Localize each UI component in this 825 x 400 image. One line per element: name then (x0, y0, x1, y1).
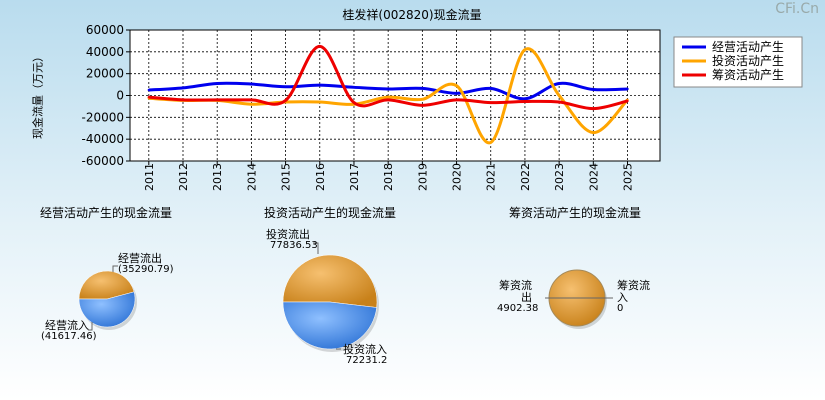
series-1-point (421, 98, 424, 101)
series-0-point (250, 82, 253, 86)
y-tick-label: -40000 (81, 132, 124, 146)
y-axis-label: 现金流量（万元） (31, 51, 45, 139)
x-tick-label: 2022 (519, 163, 532, 191)
series-1-point (557, 94, 561, 97)
series-2-point (455, 98, 458, 102)
series-1-point (318, 100, 321, 104)
operating-outflow-label: 经营流出 (118, 252, 162, 265)
x-tick-label: 2018 (382, 163, 395, 191)
investing-pie-title: 投资活动产生的现金流量 (263, 206, 397, 220)
series-0-point (489, 87, 492, 90)
series-1-point (250, 103, 253, 106)
x-tick-label: 2012 (177, 163, 190, 191)
series-2-point (557, 100, 561, 104)
series-2-point (284, 99, 287, 102)
legend-label-0: 经营活动产生 (712, 40, 784, 54)
operating-inflow-label: 经营流入 (45, 319, 89, 332)
investing-outflow-label: 投资流出 (266, 228, 310, 241)
investing-pie-slice-1 (282, 301, 377, 350)
x-tick-label: 2013 (211, 163, 224, 191)
series-0-point (215, 82, 219, 85)
series-0-point (455, 92, 458, 95)
legend-label-2: 筹资活动产生 (712, 68, 784, 82)
series-0-point (557, 82, 561, 85)
series-1-point (489, 141, 492, 144)
series-2-point (181, 98, 185, 102)
series-2-point (352, 101, 356, 104)
operating-inflow-leader (88, 322, 93, 331)
series-0-point (626, 87, 629, 91)
financing-inflow-value: 0 (617, 303, 624, 314)
y-tick-label: 20000 (86, 67, 124, 81)
site-watermark: CFi.Cn (775, 1, 819, 17)
legend-label-1: 投资活动产生 (712, 53, 784, 68)
financing-outflow-value: 4902.38 (497, 303, 539, 314)
series-2-point (386, 98, 390, 102)
series-line-1 (148, 47, 629, 145)
operating-pie-slice-0 (78, 270, 135, 300)
financing-pie-title: 筹资活动产生的现金流量 (508, 206, 642, 220)
y-tick-label: 40000 (86, 45, 124, 59)
series-1-point (592, 131, 595, 134)
x-tick-label: 2025 (622, 163, 635, 191)
investing-outflow-leader (313, 242, 319, 254)
x-tick-label: 2021 (485, 163, 498, 191)
financing-outflow-label-line1: 筹资流 (499, 279, 532, 292)
x-tick-label: 2016 (314, 163, 327, 191)
series-2-point (523, 100, 527, 103)
operating-inflow-value: (41617.46) (41, 331, 97, 342)
x-tick-label: 2020 (451, 163, 464, 191)
series-0-point (352, 86, 356, 89)
series-0-point (421, 87, 424, 90)
series-0-point (523, 97, 527, 100)
financing-inflow-label-line2: 入 (617, 291, 628, 304)
x-tick-label: 2019 (416, 163, 429, 191)
series-0-point (147, 88, 151, 92)
y-tick-label: -20000 (81, 110, 124, 124)
series-0-point (592, 88, 595, 91)
series-2-point (215, 98, 219, 102)
financing-inflow-label-line1: 筹资流 (617, 279, 650, 292)
investing-inflow-label: 投资流入 (343, 343, 387, 356)
investing-pie-slice-0 (282, 254, 378, 308)
operating-pie-slice-1 (78, 291, 136, 328)
series-1-point (455, 84, 458, 87)
y-tick-label: -60000 (81, 154, 124, 168)
x-tick-label: 2017 (348, 163, 361, 191)
series-2-point (147, 95, 151, 99)
series-2-point (489, 101, 492, 104)
series-0-point (181, 86, 185, 90)
series-2-point (592, 107, 595, 110)
series-1-point (523, 48, 527, 51)
x-tick-label: 2024 (587, 163, 600, 191)
operating-outflow-leader (112, 265, 118, 272)
series-0-point (318, 83, 321, 87)
series-2-point (318, 45, 321, 48)
series-0-point (386, 87, 390, 91)
financing-outflow-label-line2: 出 (521, 291, 532, 304)
y-tick-label: 0 (116, 89, 124, 103)
x-tick-label: 2015 (280, 163, 293, 191)
x-tick-label: 2023 (553, 163, 566, 191)
series-2-point (250, 98, 253, 102)
investing-inflow-value: 72231.2 (346, 355, 388, 366)
x-tick-label: 2014 (245, 163, 258, 191)
chart-title: 桂发祥(002820)现金流量 (342, 8, 482, 22)
operating-outflow-value: (35290.79) (118, 264, 174, 275)
series-2-point (421, 104, 424, 107)
x-tick-label: 2011 (143, 163, 156, 191)
investing-outflow-value: 77836.53 (270, 240, 318, 251)
y-tick-label: 60000 (86, 23, 124, 37)
series-1-point (386, 95, 390, 99)
series-0-point (284, 85, 287, 88)
operating-pie-title: 经营活动产生的现金流量 (39, 206, 173, 220)
series-2-point (626, 99, 629, 103)
